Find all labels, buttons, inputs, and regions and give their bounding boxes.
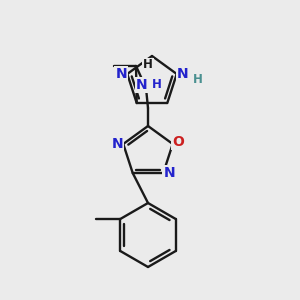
Text: N: N [136, 78, 148, 92]
Text: N: N [164, 166, 175, 180]
Text: O: O [172, 135, 184, 149]
Text: N: N [116, 67, 127, 81]
Text: N: N [177, 67, 188, 81]
Text: H: H [152, 79, 162, 92]
Text: H: H [143, 58, 153, 71]
Text: N: N [112, 137, 123, 151]
Text: H: H [193, 74, 203, 86]
